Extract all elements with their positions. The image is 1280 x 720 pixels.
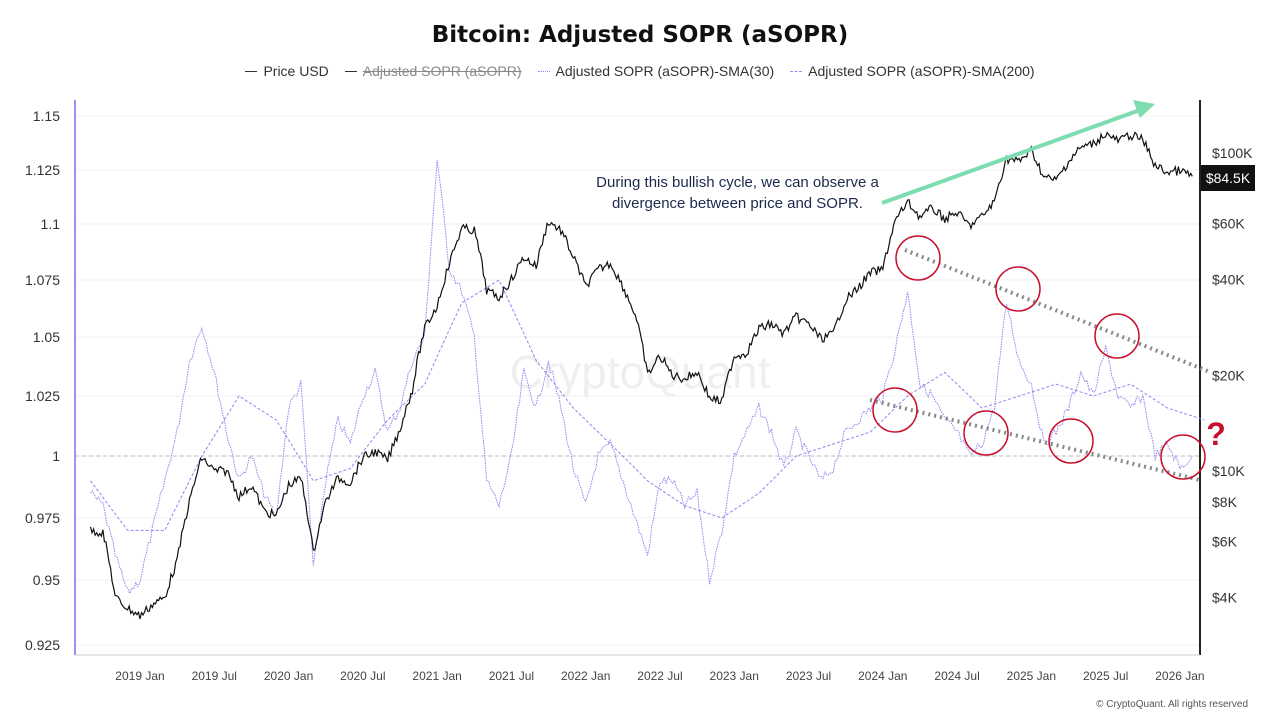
y-right-tick-label: $100K xyxy=(1212,145,1253,161)
current-price-badge xyxy=(1201,165,1255,191)
x-tick-label: 2025 Jan xyxy=(1007,669,1056,683)
y-left-tick-label: 1 xyxy=(52,448,60,464)
y-right-tick-label: $10K xyxy=(1212,463,1245,479)
lower-trend-line xyxy=(869,398,1201,482)
highlight-circles xyxy=(872,235,1206,480)
upper-trend-line xyxy=(904,248,1211,374)
x-tick-label: 2024 Jul xyxy=(934,669,979,683)
legend-item-asopr[interactable]: Adjusted SOPR (aSOPR) xyxy=(344,63,522,79)
legend-item-sma30[interactable]: Adjusted SOPR (aSOPR)-SMA(30) xyxy=(537,63,775,79)
circle-trough-2024-mid xyxy=(963,410,1009,456)
chart-title: Bitcoin: Adjusted SOPR (aSOPR) xyxy=(431,22,849,48)
legend-label: Adjusted SOPR (aSOPR)-SMA(200) xyxy=(808,63,1035,79)
y-left-tick-label: 0.925 xyxy=(25,637,60,653)
y-right-tick-label: $4K xyxy=(1212,590,1238,606)
circle-trough-2026 xyxy=(1160,434,1206,480)
x-tick-label: 2020 Jul xyxy=(340,669,385,683)
y-right-tick-label: $8K xyxy=(1212,494,1238,510)
circle-peak-2024 xyxy=(895,235,941,281)
circle-trough-2024 xyxy=(872,387,918,433)
x-tick-label: 2025 Jul xyxy=(1083,669,1128,683)
x-tick-label: 2022 Jul xyxy=(637,669,682,683)
series-sma200-line xyxy=(90,279,1205,531)
x-tick-label: 2021 Jul xyxy=(489,669,534,683)
x-tick-label: 2026 Jan xyxy=(1155,669,1204,683)
y-left-tick-label: 1.025 xyxy=(25,388,60,404)
y-right-tick-label: $40K xyxy=(1212,272,1245,288)
uptrend-arrow xyxy=(881,108,1141,205)
x-tick-label: 2021 Jan xyxy=(412,669,461,683)
y-left-tick-label: 1.075 xyxy=(25,272,60,288)
x-tick-label: 2022 Jan xyxy=(561,669,610,683)
arrow-head-icon xyxy=(1133,100,1155,118)
y-right-tick-label: $20K xyxy=(1212,367,1245,383)
series-price-line xyxy=(89,131,1193,620)
y-left-tick-label: 1.1 xyxy=(41,216,61,232)
current-price-label: $84.5K xyxy=(1206,170,1251,186)
x-tick-label: 2019 Jul xyxy=(192,669,237,683)
legend: Price USD Adjusted SOPR (aSOPR) Adjusted… xyxy=(0,63,1280,79)
copyright: © CryptoQuant. All rights reserved xyxy=(1096,699,1248,710)
y-right-tick-label: $60K xyxy=(1212,216,1245,232)
annotation-text: During this bullish cycle, we can observ… xyxy=(596,174,879,212)
series-sma30-line xyxy=(90,160,1193,595)
legend-label: Price USD xyxy=(263,63,329,79)
circle-peak-2025 xyxy=(1094,313,1140,359)
x-tick-label: 2023 Jul xyxy=(786,669,831,683)
x-tick-label: 2024 Jan xyxy=(858,669,907,683)
x-tick-label: 2023 Jan xyxy=(710,669,759,683)
legend-item-price[interactable]: Price USD xyxy=(245,63,329,79)
question-mark: ? xyxy=(1206,416,1226,452)
y-left-tick-label: 0.95 xyxy=(33,572,60,588)
watermark: CryptoQuant xyxy=(510,346,771,398)
circle-peak-2024-late xyxy=(995,266,1041,312)
y-left-tick-label: 0.975 xyxy=(25,510,60,526)
legend-item-sma200[interactable]: Adjusted SOPR (aSOPR)-SMA(200) xyxy=(790,63,1035,79)
y-right-tick-label: $6K xyxy=(1212,534,1238,550)
circle-trough-2025 xyxy=(1048,418,1094,464)
legend-label: Adjusted SOPR (aSOPR)-SMA(30) xyxy=(555,63,775,79)
y-left-tick-label: 1.125 xyxy=(25,162,60,178)
x-tick-label: 2020 Jan xyxy=(264,669,313,683)
legend-label: Adjusted SOPR (aSOPR) xyxy=(362,63,522,79)
y-left-tick-label: 1.05 xyxy=(33,329,60,345)
y-left-tick-label: 1.15 xyxy=(33,108,60,124)
x-tick-label: 2019 Jan xyxy=(115,669,164,683)
